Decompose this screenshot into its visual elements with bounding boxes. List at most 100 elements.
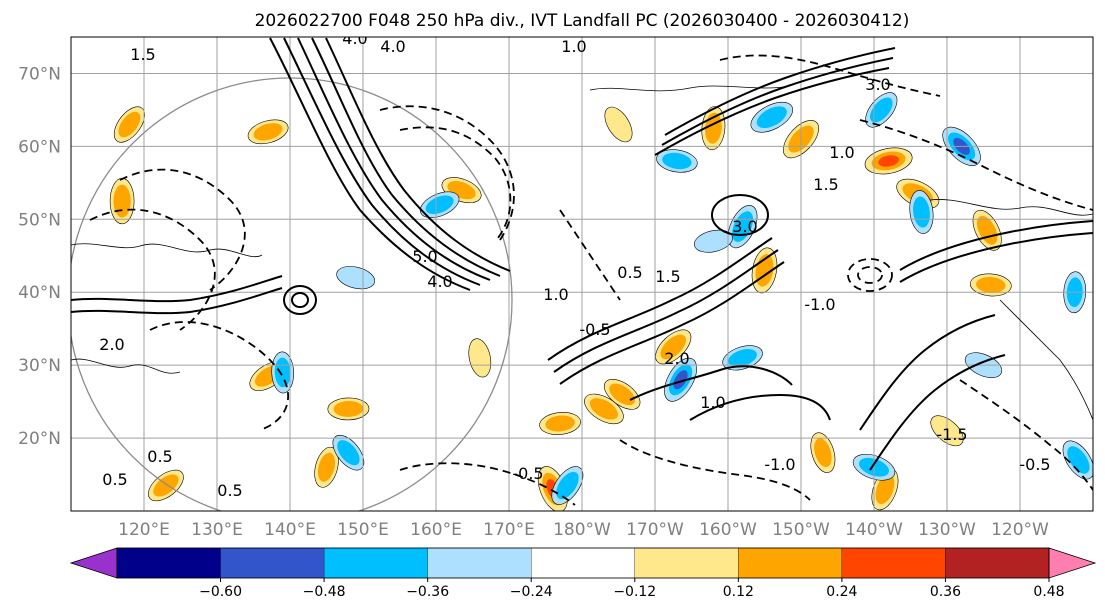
divergence-blob (604, 106, 633, 143)
divergence-blob (247, 119, 289, 145)
divergence-fill-level (118, 111, 141, 138)
contour-label: 4.0 (342, 29, 367, 48)
divergence-blob (969, 273, 1012, 297)
colorbar-tick-label: 0.12 (723, 584, 754, 600)
divergence-blob (1062, 440, 1093, 480)
contour-label: -0.5 (579, 320, 610, 339)
divergence-blob (656, 149, 698, 173)
divergence-fill-level (317, 452, 336, 482)
contour-label: -1.0 (764, 455, 795, 474)
divergence-fill-level (728, 349, 757, 367)
colorbar-segment (427, 547, 532, 579)
divergence-fill-level (673, 370, 688, 390)
colorbar: −0.60 −0.48 −0.36 −0.24 −0.12 0.12 0.24 0.36 0.4… (69, 547, 1097, 600)
colorbar-tick-label: −0.48 (303, 584, 346, 600)
colorbar-tick-label: −0.24 (510, 584, 553, 600)
divergence-fill-level (604, 106, 633, 143)
divergence-blob (327, 397, 370, 421)
map-plot-area: 1.5 4.0 1.0 4.0 3.0 1.0 1.5 3.0 5.0 4.0 2.0 0.5 1.0 1… (71, 29, 1093, 511)
lon-tick-label: 180°W (553, 520, 611, 540)
contour-label: 1.5 (130, 45, 155, 64)
divergence-blob (148, 469, 184, 502)
convergence-contours (89, 54, 1093, 506)
lon-tick-label: 170°W (626, 520, 684, 540)
divergence-fill-level (556, 471, 579, 500)
contour-labels: 1.5 4.0 1.0 4.0 3.0 1.0 1.5 3.0 5.0 4.0 2.0 0.5 1.0 1… (99, 29, 1050, 500)
contour-label: 0.5 (102, 470, 127, 489)
lon-tick-label: 140°E (264, 520, 316, 540)
latitude-tick-labels: 70°N 60°N 50°N 40°N 30°N 20°N (18, 64, 61, 449)
divergence-fill-level (875, 474, 895, 505)
divergence-blob (332, 434, 365, 471)
contour-label: 1.5 (655, 267, 680, 286)
contour-label: 5.0 (412, 247, 437, 266)
divergence-blob (551, 466, 584, 505)
lon-tick-label: 130°E (191, 520, 243, 540)
divergence-fill-level (660, 334, 686, 360)
divergence-blob (693, 229, 733, 253)
lon-tick-label: 160°W (699, 520, 757, 540)
colorbar-segment (323, 547, 428, 579)
contour-label: -0.5 (1019, 455, 1050, 474)
lat-tick-label: 20°N (18, 429, 61, 449)
divergence-blob (539, 412, 581, 435)
divergence-fill-level (756, 106, 787, 129)
divergence-fill-level (975, 276, 1006, 293)
colorbar-tick-label: 0.24 (826, 584, 857, 600)
colorbar-frame (116, 547, 1050, 579)
lon-tick-label: 130°W (918, 520, 976, 540)
colorbar-segment (634, 547, 739, 579)
colorbar-tick-label: −0.12 (613, 584, 656, 600)
map-frame (70, 36, 1094, 512)
divergence-blob (810, 432, 836, 473)
divergence-blob (419, 191, 460, 218)
lat-tick-label: 60°N (18, 137, 61, 157)
divergence-fill-level (545, 415, 575, 432)
lon-tick-label: 150°W (772, 520, 830, 540)
contour-label: 1.0 (543, 285, 568, 304)
colorbar-segment (220, 547, 325, 579)
divergence-fill-level (693, 229, 733, 253)
colorbar-extend-high (1048, 547, 1097, 579)
divergence-fill-level (609, 383, 636, 406)
lat-tick-label: 70°N (18, 64, 61, 84)
colorbar-extend-low (69, 547, 118, 579)
divergence-blob (336, 266, 376, 290)
divergence-blob (865, 92, 898, 128)
divergence-blob (655, 329, 692, 365)
colorbar-segment (738, 547, 843, 579)
lon-tick-label: 170°E (483, 520, 535, 540)
divergence-fill-level (814, 438, 832, 468)
divergence-blob (314, 446, 339, 488)
contour-label: -1.0 (804, 295, 835, 314)
contour-label: 1.5 (813, 175, 838, 194)
lon-tick-label: 160°E (410, 520, 462, 540)
divergence-blob (750, 101, 794, 133)
divergence-blob (584, 393, 624, 425)
contour-label: 0.5 (617, 263, 642, 282)
contour-label: 3.0 (865, 75, 890, 94)
colorbar-segment (841, 547, 946, 579)
divergence-fill-level (878, 155, 899, 167)
contour-label: 1.0 (829, 143, 854, 162)
colorbar-tick-label: 0.36 (930, 584, 961, 600)
gridlines (71, 37, 1093, 511)
divergence-fill-level (589, 398, 618, 420)
contour-label: -0.5 (512, 464, 543, 483)
contour-label: 2.0 (664, 349, 689, 368)
divergence-fill-level (333, 400, 364, 417)
divergence-fill-level (153, 474, 179, 497)
divergence-blob (113, 106, 145, 143)
chart-title: 2026022700 F048 250 hPa div., IVT Landfa… (255, 11, 910, 31)
colorbar-tick-label: 0.48 (1033, 584, 1064, 600)
divergence-fill-level (1067, 446, 1090, 474)
contour-label: 4.0 (427, 272, 452, 291)
divergence-contours (71, 37, 1093, 471)
divergence-fill-level (869, 97, 893, 123)
lat-tick-label: 40°N (18, 283, 61, 303)
contour-label: 2.0 (99, 335, 124, 354)
contour-label: 3.0 (732, 217, 757, 236)
divergence-blob (664, 357, 697, 402)
divergence-blob (603, 378, 641, 410)
colorbar-segment (531, 547, 635, 579)
